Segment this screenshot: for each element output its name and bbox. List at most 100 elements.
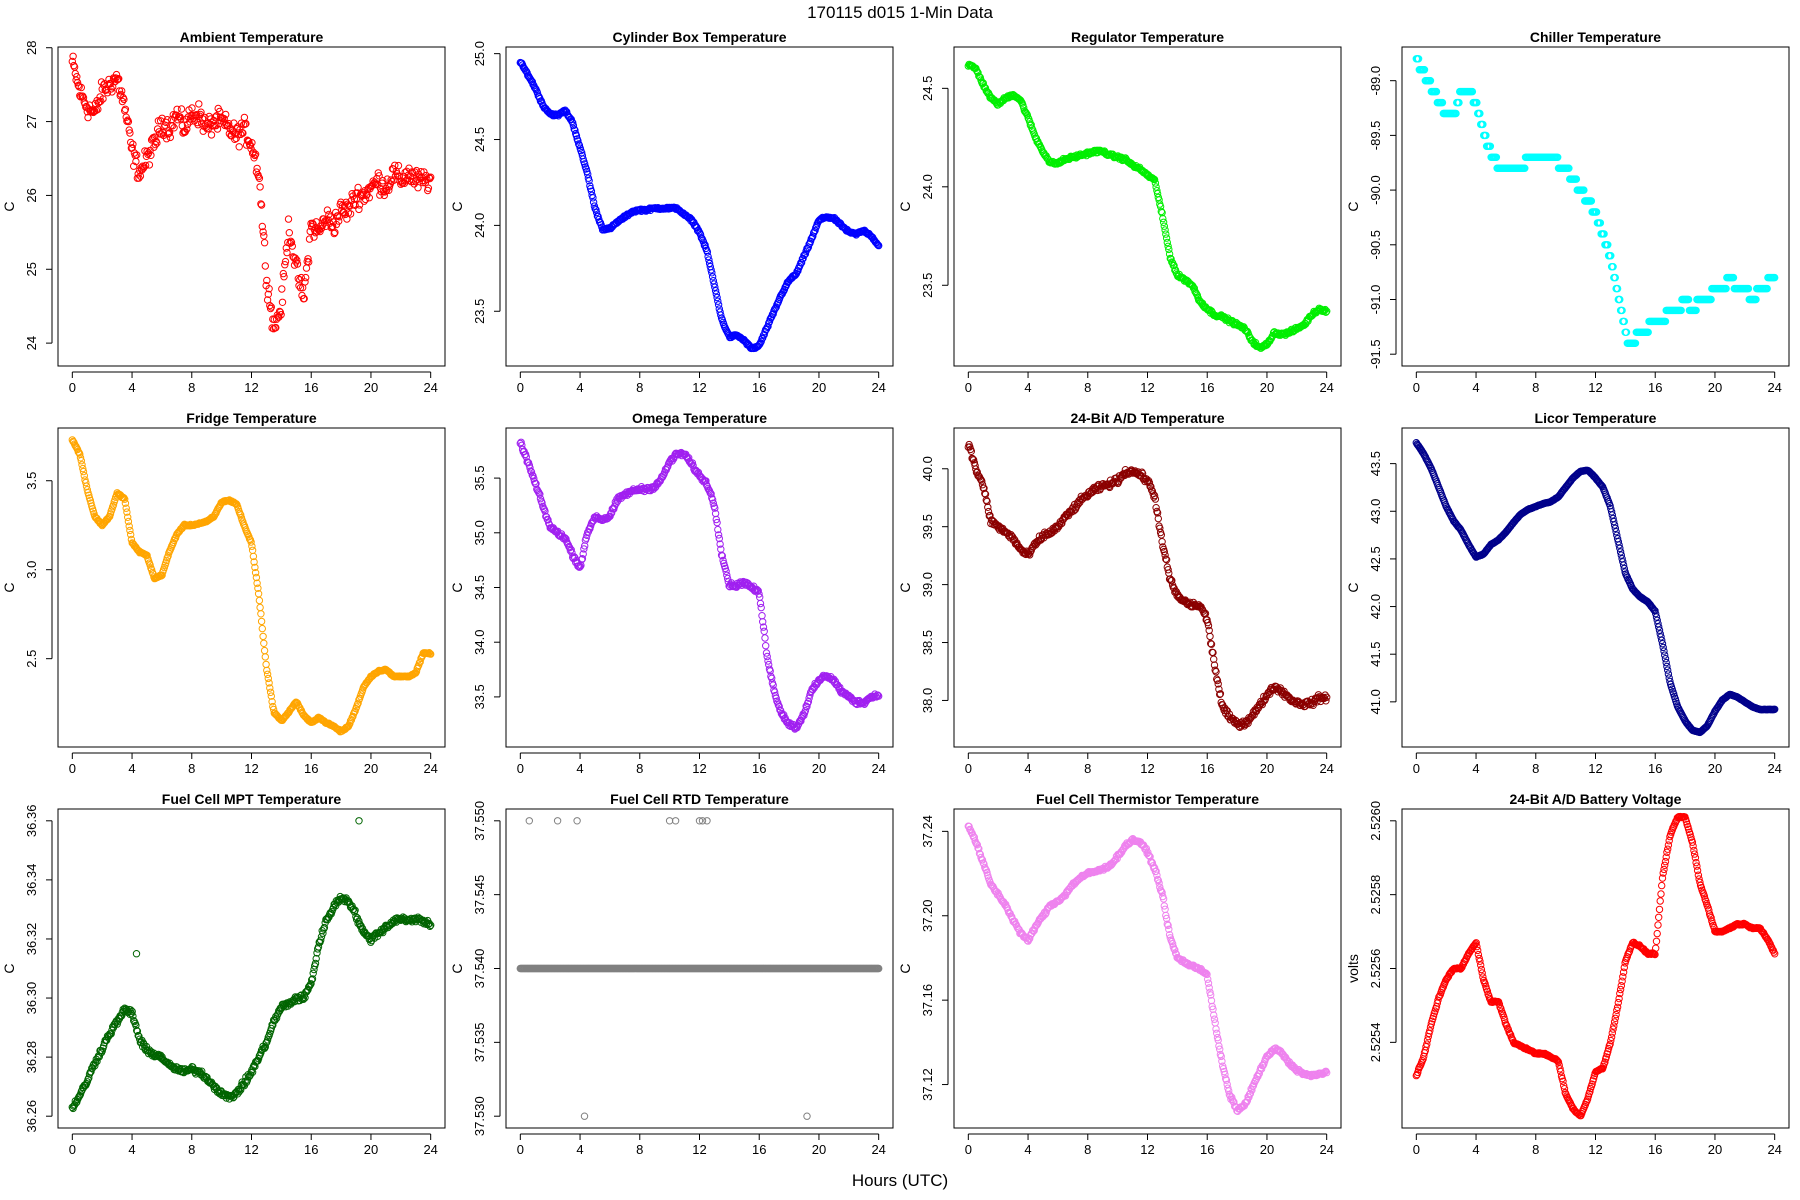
x-tick-label: 20	[812, 761, 826, 776]
data-point	[1616, 295, 1624, 304]
data-point	[127, 138, 135, 147]
data-point	[1596, 219, 1605, 227]
data-point	[177, 115, 185, 123]
data-point	[272, 323, 280, 332]
data-point	[1323, 307, 1331, 315]
data-point	[148, 135, 157, 143]
data-point	[158, 571, 166, 579]
x-tick-label: 16	[1200, 380, 1214, 395]
y-tick-label: 41.0	[1368, 689, 1383, 714]
x-tick-label: 24	[871, 761, 885, 776]
data-point	[248, 149, 257, 158]
data-point	[1438, 98, 1447, 107]
data-point	[225, 119, 233, 128]
data-point	[69, 52, 77, 60]
data-point	[99, 95, 107, 103]
data-points	[1412, 439, 1779, 737]
data-point	[1165, 245, 1173, 254]
x-tick-label: 4	[128, 1142, 135, 1157]
y-tick-label: 25.0	[472, 41, 487, 66]
data-point	[1729, 273, 1738, 282]
figure-title: 170115 d015 1-Min Data	[807, 3, 993, 22]
data-point	[408, 168, 416, 176]
data-point	[115, 87, 124, 95]
data-point	[714, 297, 722, 305]
data-point	[247, 538, 255, 546]
y-axis: 23.524.024.525.0C	[449, 41, 501, 324]
data-point	[257, 617, 266, 626]
data-point	[1322, 308, 1330, 316]
data-point	[1486, 142, 1495, 151]
y-tick-label: 43.5	[1368, 451, 1383, 476]
x-tick-label: 16	[304, 1142, 318, 1157]
x-tick-label: 8	[636, 380, 643, 395]
y-tick-label: 38.0	[920, 688, 935, 713]
y-axis: 38.038.539.039.540.0C	[897, 456, 949, 713]
data-point	[126, 526, 134, 535]
y-tick-label: 24.0	[920, 174, 935, 199]
data-point	[1027, 121, 1035, 129]
data-point	[222, 110, 230, 119]
data-point	[1580, 186, 1588, 194]
y-tick-label: 36.26	[24, 1100, 39, 1133]
data-point	[267, 303, 275, 311]
data-point	[151, 140, 160, 149]
data-point	[92, 106, 101, 115]
data-point	[1677, 306, 1685, 315]
y-tick-label: 36.28	[24, 1041, 39, 1074]
data-point	[563, 108, 571, 116]
x-tick-label: 12	[1588, 761, 1602, 776]
data-point	[1684, 295, 1693, 304]
data-point	[183, 125, 191, 133]
x-tick-label: 20	[364, 1142, 378, 1157]
data-point	[758, 334, 766, 343]
data-point	[527, 467, 535, 475]
data-point	[711, 283, 719, 291]
data-point	[1020, 104, 1028, 112]
x-tick-label: 24	[1319, 380, 1333, 395]
x-tick-label: 16	[752, 761, 766, 776]
data-point	[266, 688, 275, 696]
data-point	[1160, 222, 1169, 230]
data-point	[305, 258, 313, 266]
data-point	[262, 660, 270, 669]
data-point	[79, 467, 88, 476]
y-tick-label: 23.5	[472, 299, 487, 324]
data-point	[1171, 266, 1180, 274]
data-point	[1744, 284, 1753, 293]
data-point	[97, 97, 105, 106]
x-tick-label: 16	[1648, 761, 1662, 776]
data-point	[979, 79, 987, 87]
data-point	[1455, 98, 1463, 107]
data-point	[423, 175, 431, 184]
x-tick-label: 12	[244, 1142, 258, 1157]
panel-title: Licor Temperature	[1535, 410, 1657, 426]
data-point	[164, 552, 172, 560]
data-point	[121, 495, 129, 503]
x-tick-label: 4	[1472, 380, 1479, 395]
data-point	[73, 78, 82, 87]
data-point	[1473, 98, 1481, 107]
data-point	[973, 68, 981, 76]
data-point	[293, 256, 301, 264]
data-point	[1452, 109, 1460, 118]
data-point	[257, 610, 265, 618]
data-point	[771, 305, 779, 313]
x-tick-label: 8	[1084, 761, 1091, 776]
x-tick-label: 0	[517, 761, 524, 776]
x-axis: 0 4 8 12 16 20 24	[1413, 752, 1782, 776]
data-point	[361, 195, 370, 204]
plot-frame	[57, 46, 446, 367]
data-point	[251, 563, 259, 572]
x-tick-label: 8	[1532, 380, 1539, 395]
panel-title: Chiller Temperature	[1530, 29, 1661, 45]
data-point	[261, 262, 269, 270]
data-point	[124, 117, 133, 126]
data-point	[395, 172, 403, 180]
y-tick-label: 42.0	[1368, 594, 1383, 619]
data-point	[1159, 214, 1167, 223]
